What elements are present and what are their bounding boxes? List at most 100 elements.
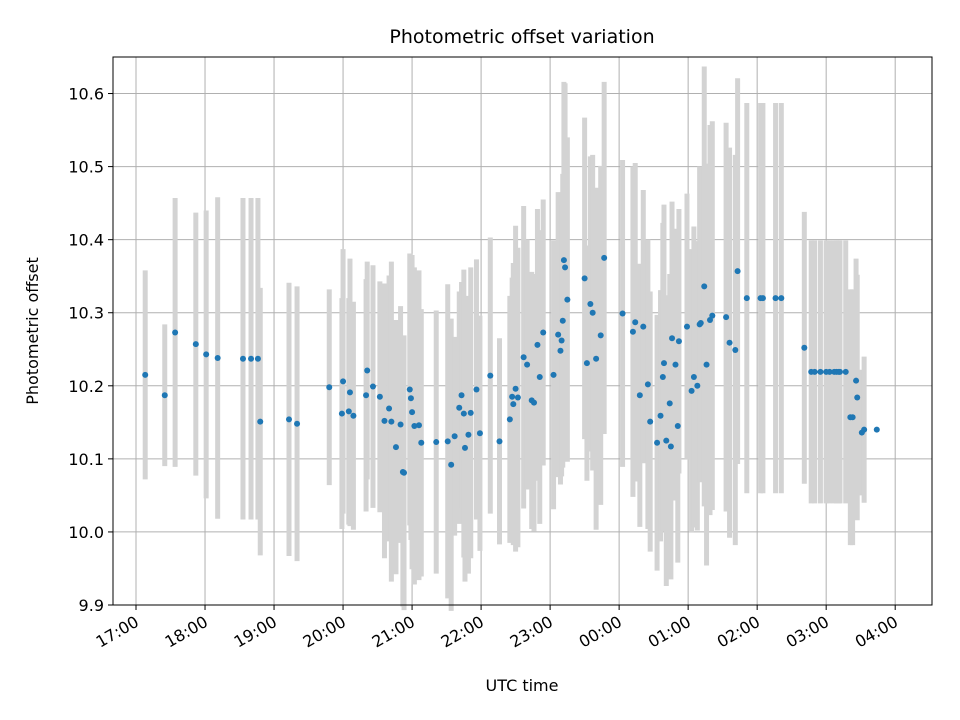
data-point bbox=[562, 264, 569, 271]
data-point bbox=[709, 312, 716, 319]
data-point bbox=[363, 392, 370, 399]
data-point bbox=[842, 368, 849, 375]
data-point bbox=[364, 367, 371, 374]
data-point bbox=[734, 268, 741, 275]
data-point bbox=[636, 392, 643, 399]
data-point bbox=[172, 329, 179, 336]
data-point bbox=[192, 341, 199, 348]
data-point bbox=[589, 309, 596, 316]
data-point bbox=[407, 395, 414, 402]
data-point bbox=[701, 283, 708, 290]
data-point bbox=[386, 405, 393, 412]
data-point bbox=[467, 409, 474, 416]
data-point bbox=[214, 355, 221, 362]
data-point bbox=[534, 341, 541, 348]
data-point bbox=[550, 371, 557, 378]
data-point bbox=[564, 296, 571, 303]
data-point bbox=[667, 443, 674, 450]
y-tick-label: 10.3 bbox=[68, 304, 104, 323]
data-point bbox=[285, 416, 292, 423]
data-point bbox=[487, 372, 494, 379]
data-point bbox=[723, 314, 730, 321]
data-point bbox=[433, 439, 440, 446]
chart-title: Photometric offset variation bbox=[389, 26, 654, 48]
data-point bbox=[524, 361, 531, 368]
data-point bbox=[381, 417, 388, 424]
data-point bbox=[826, 368, 833, 375]
data-point bbox=[558, 337, 565, 344]
data-point bbox=[640, 323, 647, 330]
y-tick-label: 10.2 bbox=[68, 377, 104, 396]
data-point bbox=[476, 430, 483, 437]
data-point bbox=[340, 378, 347, 385]
data-point bbox=[836, 368, 843, 375]
data-point bbox=[688, 387, 695, 394]
data-point bbox=[509, 393, 516, 400]
data-point bbox=[644, 381, 651, 388]
data-point bbox=[338, 410, 345, 417]
data-points bbox=[142, 254, 880, 476]
data-point bbox=[257, 418, 264, 425]
data-point bbox=[657, 412, 664, 419]
data-point bbox=[376, 393, 383, 400]
data-point bbox=[632, 319, 639, 326]
data-point bbox=[345, 408, 352, 415]
data-point bbox=[540, 329, 547, 336]
data-point bbox=[778, 295, 785, 302]
y-tick-label: 10.0 bbox=[68, 523, 104, 542]
data-point bbox=[873, 426, 880, 433]
data-point bbox=[496, 438, 503, 445]
data-point bbox=[254, 355, 261, 362]
y-tick-label: 9.9 bbox=[79, 596, 104, 615]
data-point bbox=[683, 323, 690, 330]
data-point bbox=[346, 389, 353, 396]
data-point bbox=[411, 422, 418, 429]
data-point bbox=[506, 416, 513, 423]
data-point bbox=[629, 328, 636, 335]
data-point bbox=[817, 368, 824, 375]
data-point bbox=[666, 400, 673, 407]
data-point bbox=[142, 371, 149, 378]
data-point bbox=[401, 469, 408, 476]
data-point bbox=[510, 401, 517, 408]
data-point bbox=[674, 422, 681, 429]
data-point bbox=[703, 361, 710, 368]
data-point bbox=[560, 257, 567, 264]
data-point bbox=[161, 392, 168, 399]
data-point bbox=[531, 399, 538, 406]
data-point bbox=[444, 438, 451, 445]
x-axis-label: UTC time bbox=[486, 676, 559, 695]
data-point bbox=[772, 295, 779, 302]
data-point bbox=[248, 355, 255, 362]
data-point bbox=[461, 444, 468, 451]
data-point bbox=[853, 377, 860, 384]
data-point bbox=[801, 344, 808, 351]
data-point bbox=[597, 332, 604, 339]
data-point bbox=[369, 383, 376, 390]
y-tick-label: 10.6 bbox=[68, 85, 104, 104]
data-point bbox=[743, 295, 750, 302]
data-point bbox=[514, 394, 521, 401]
data-point bbox=[663, 437, 670, 444]
data-point bbox=[811, 368, 818, 375]
data-point bbox=[536, 374, 543, 381]
data-point bbox=[694, 382, 701, 389]
data-point bbox=[465, 431, 472, 438]
data-point bbox=[460, 410, 467, 417]
data-point bbox=[559, 317, 566, 324]
data-point bbox=[690, 374, 697, 381]
data-point bbox=[555, 331, 562, 338]
data-point bbox=[557, 347, 564, 354]
data-point bbox=[294, 420, 301, 427]
y-axis-label: Photometric offset bbox=[23, 257, 42, 405]
data-point bbox=[854, 394, 861, 401]
data-point bbox=[660, 360, 667, 367]
data-point bbox=[583, 360, 590, 367]
data-point bbox=[448, 461, 455, 468]
data-point bbox=[593, 355, 600, 362]
data-point bbox=[451, 433, 458, 440]
data-point bbox=[601, 254, 608, 261]
data-point bbox=[392, 444, 399, 451]
data-point bbox=[587, 300, 594, 307]
